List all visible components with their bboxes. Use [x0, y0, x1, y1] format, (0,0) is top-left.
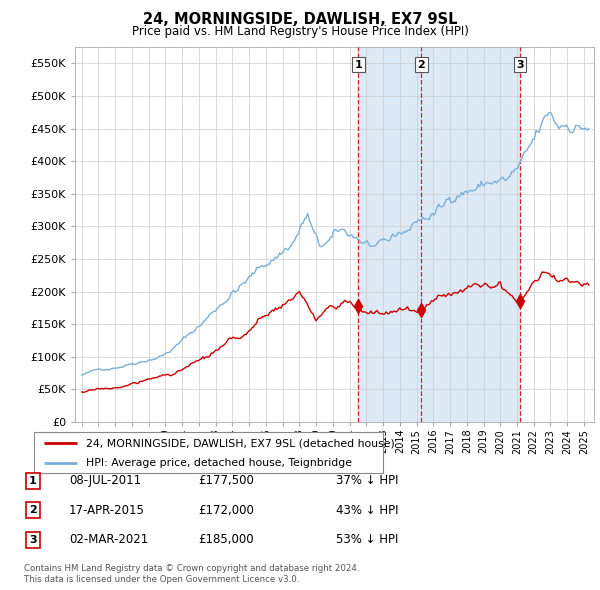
Text: 1: 1: [29, 476, 37, 486]
Text: 24, MORNINGSIDE, DAWLISH, EX7 9SL (detached house): 24, MORNINGSIDE, DAWLISH, EX7 9SL (detac…: [86, 438, 395, 448]
Text: HPI: Average price, detached house, Teignbridge: HPI: Average price, detached house, Teig…: [86, 458, 352, 467]
Text: 2: 2: [29, 506, 37, 515]
Bar: [358, 47, 520, 422]
Text: 53% ↓ HPI: 53% ↓ HPI: [336, 533, 398, 546]
Text: 1: 1: [355, 60, 362, 70]
Text: 37% ↓ HPI: 37% ↓ HPI: [336, 474, 398, 487]
Text: This data is licensed under the Open Government Licence v3.0.: This data is licensed under the Open Gov…: [24, 575, 299, 584]
Text: Contains HM Land Registry data © Crown copyright and database right 2024.: Contains HM Land Registry data © Crown c…: [24, 565, 359, 573]
Text: 17-APR-2015: 17-APR-2015: [69, 504, 145, 517]
Text: £185,000: £185,000: [198, 533, 254, 546]
Text: £172,000: £172,000: [198, 504, 254, 517]
Text: 3: 3: [516, 60, 524, 70]
Text: Price paid vs. HM Land Registry's House Price Index (HPI): Price paid vs. HM Land Registry's House …: [131, 25, 469, 38]
Text: 08-JUL-2011: 08-JUL-2011: [69, 474, 141, 487]
Text: 43% ↓ HPI: 43% ↓ HPI: [336, 504, 398, 517]
FancyBboxPatch shape: [34, 432, 383, 473]
Text: 3: 3: [29, 535, 37, 545]
Text: 24, MORNINGSIDE, DAWLISH, EX7 9SL: 24, MORNINGSIDE, DAWLISH, EX7 9SL: [143, 12, 457, 27]
Text: 02-MAR-2021: 02-MAR-2021: [69, 533, 148, 546]
Text: 2: 2: [418, 60, 425, 70]
Text: £177,500: £177,500: [198, 474, 254, 487]
